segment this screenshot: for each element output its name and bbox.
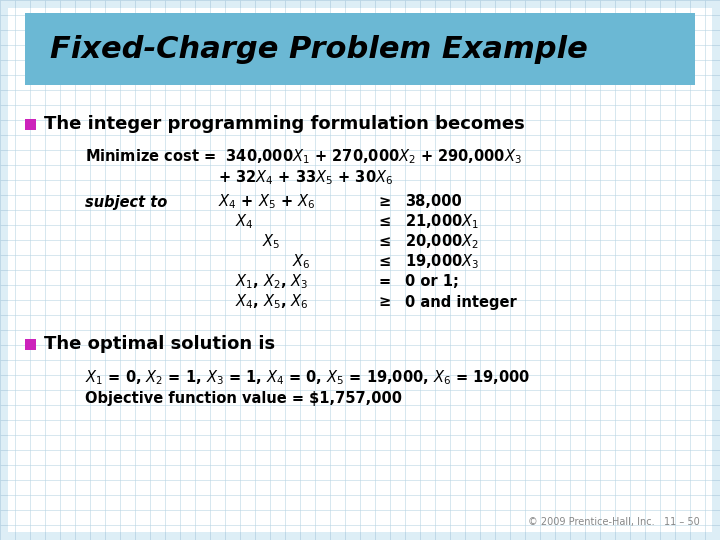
Text: + 32$X_4$ + 33$X_5$ + 30$X_6$: + 32$X_4$ + 33$X_5$ + 30$X_6$ [218, 168, 393, 187]
Text: Objective function value = $1,757,000: Objective function value = $1,757,000 [85, 392, 402, 407]
Text: 20,000$X_2$: 20,000$X_2$ [405, 233, 479, 251]
Text: ≥: ≥ [379, 294, 391, 309]
Text: ≤: ≤ [379, 234, 391, 249]
Text: =: = [379, 274, 391, 289]
Text: $X_4$, $X_5$, $X_6$: $X_4$, $X_5$, $X_6$ [235, 293, 309, 312]
Text: The optimal solution is: The optimal solution is [44, 335, 275, 353]
Text: $X_4$ + $X_5$ + $X_6$: $X_4$ + $X_5$ + $X_6$ [218, 193, 315, 211]
Text: © 2009 Prentice-Hall, Inc.   11 – 50: © 2009 Prentice-Hall, Inc. 11 – 50 [528, 517, 700, 527]
Text: 38,000: 38,000 [405, 194, 462, 210]
FancyBboxPatch shape [25, 119, 36, 130]
Text: The integer programming formulation becomes: The integer programming formulation beco… [44, 115, 525, 133]
FancyBboxPatch shape [25, 13, 695, 85]
Text: $X_1$ = 0, $X_2$ = 1, $X_3$ = 1, $X_4$ = 0, $X_5$ = 19,000, $X_6$ = 19,000: $X_1$ = 0, $X_2$ = 1, $X_3$ = 1, $X_4$ =… [85, 369, 531, 387]
Text: Minimize cost =  340,000$X_1$ + 270,000$X_2$ + 290,000$X_3$: Minimize cost = 340,000$X_1$ + 270,000$X… [85, 147, 522, 166]
Text: Fixed-Charge Problem Example: Fixed-Charge Problem Example [50, 35, 588, 64]
FancyBboxPatch shape [25, 339, 36, 350]
Text: $X_5$: $X_5$ [262, 233, 280, 251]
Text: subject to: subject to [85, 194, 167, 210]
Text: 21,000$X_1$: 21,000$X_1$ [405, 213, 479, 231]
Text: $X_6$: $X_6$ [292, 253, 310, 271]
Text: 0 and integer: 0 and integer [405, 294, 517, 309]
Text: $X_1$, $X_2$, $X_3$: $X_1$, $X_2$, $X_3$ [235, 273, 309, 292]
Text: ≤: ≤ [379, 214, 391, 230]
Text: 0 or 1;: 0 or 1; [405, 274, 459, 289]
FancyBboxPatch shape [8, 8, 712, 532]
Text: ≥: ≥ [379, 194, 391, 210]
Text: $X_4$: $X_4$ [235, 213, 253, 231]
Text: 19,000$X_3$: 19,000$X_3$ [405, 253, 479, 271]
Text: ≤: ≤ [379, 254, 391, 269]
